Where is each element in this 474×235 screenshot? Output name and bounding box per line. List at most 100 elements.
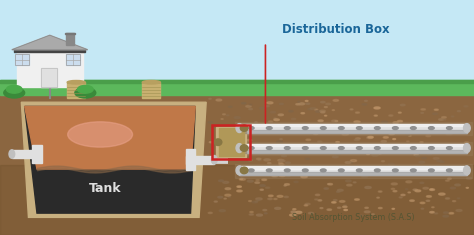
Bar — [65, 33, 75, 34]
Ellipse shape — [374, 115, 377, 116]
Ellipse shape — [332, 156, 338, 158]
Circle shape — [410, 169, 416, 172]
Ellipse shape — [255, 122, 257, 123]
Ellipse shape — [367, 137, 373, 139]
Ellipse shape — [223, 181, 229, 183]
Ellipse shape — [378, 153, 381, 154]
Bar — [235, 164, 472, 177]
Ellipse shape — [256, 214, 263, 216]
Ellipse shape — [256, 198, 262, 200]
Ellipse shape — [285, 162, 291, 164]
Ellipse shape — [279, 164, 284, 165]
Circle shape — [428, 127, 434, 129]
Ellipse shape — [383, 137, 388, 138]
Ellipse shape — [142, 80, 160, 84]
Bar — [15, 54, 28, 65]
Ellipse shape — [382, 161, 384, 162]
Ellipse shape — [464, 124, 470, 133]
Ellipse shape — [272, 175, 277, 177]
Circle shape — [447, 169, 452, 172]
Ellipse shape — [318, 141, 322, 142]
Ellipse shape — [366, 154, 369, 155]
Ellipse shape — [257, 200, 259, 201]
Circle shape — [338, 169, 344, 172]
Ellipse shape — [449, 212, 454, 214]
Ellipse shape — [229, 142, 235, 143]
Ellipse shape — [274, 118, 276, 119]
Ellipse shape — [339, 200, 345, 202]
Circle shape — [447, 147, 452, 149]
Bar — [66, 54, 80, 65]
Ellipse shape — [406, 181, 412, 183]
Bar — [239, 166, 467, 168]
Bar — [41, 68, 57, 87]
Ellipse shape — [267, 102, 273, 104]
Circle shape — [75, 88, 96, 98]
Ellipse shape — [451, 116, 454, 117]
Ellipse shape — [353, 182, 356, 183]
Ellipse shape — [308, 109, 312, 110]
Bar — [239, 172, 467, 175]
Circle shape — [338, 127, 344, 129]
Ellipse shape — [393, 122, 398, 124]
Ellipse shape — [292, 211, 297, 213]
Ellipse shape — [296, 104, 300, 105]
Circle shape — [284, 127, 290, 129]
Ellipse shape — [309, 212, 313, 214]
Circle shape — [266, 127, 272, 129]
Ellipse shape — [305, 158, 310, 160]
Ellipse shape — [208, 121, 212, 123]
Ellipse shape — [438, 193, 445, 195]
Ellipse shape — [356, 138, 360, 139]
Ellipse shape — [332, 202, 336, 203]
Ellipse shape — [315, 199, 318, 200]
Polygon shape — [25, 106, 195, 213]
Ellipse shape — [446, 180, 449, 181]
Ellipse shape — [399, 197, 402, 198]
Bar — [235, 122, 472, 135]
Bar — [0, 80, 474, 83]
Ellipse shape — [333, 99, 338, 101]
Ellipse shape — [354, 139, 359, 141]
Ellipse shape — [213, 141, 217, 142]
Bar — [239, 124, 467, 133]
Circle shape — [392, 147, 398, 149]
Ellipse shape — [457, 111, 460, 112]
Bar — [186, 149, 195, 170]
Circle shape — [77, 86, 93, 93]
Ellipse shape — [304, 205, 308, 206]
Ellipse shape — [282, 155, 286, 157]
Ellipse shape — [265, 106, 269, 107]
Ellipse shape — [426, 200, 429, 201]
Ellipse shape — [214, 201, 217, 202]
Ellipse shape — [237, 190, 242, 192]
Ellipse shape — [305, 203, 310, 205]
Ellipse shape — [429, 189, 435, 191]
Ellipse shape — [246, 106, 251, 107]
Ellipse shape — [260, 185, 265, 187]
Ellipse shape — [372, 214, 374, 215]
Ellipse shape — [365, 207, 368, 208]
Ellipse shape — [68, 122, 133, 147]
Ellipse shape — [249, 201, 252, 202]
Ellipse shape — [213, 155, 219, 157]
Ellipse shape — [408, 192, 410, 193]
Ellipse shape — [9, 150, 15, 158]
Ellipse shape — [313, 133, 318, 135]
Ellipse shape — [438, 119, 443, 120]
Ellipse shape — [365, 211, 370, 213]
Bar — [15, 54, 28, 65]
Ellipse shape — [265, 187, 270, 188]
Ellipse shape — [259, 107, 265, 109]
Ellipse shape — [453, 201, 456, 202]
Bar — [239, 166, 467, 175]
Ellipse shape — [279, 162, 283, 164]
Ellipse shape — [427, 196, 431, 197]
Bar — [239, 124, 467, 126]
Ellipse shape — [381, 141, 386, 142]
Ellipse shape — [388, 163, 394, 165]
Ellipse shape — [264, 213, 267, 214]
Circle shape — [248, 127, 254, 129]
Ellipse shape — [216, 99, 222, 101]
Polygon shape — [21, 102, 206, 217]
